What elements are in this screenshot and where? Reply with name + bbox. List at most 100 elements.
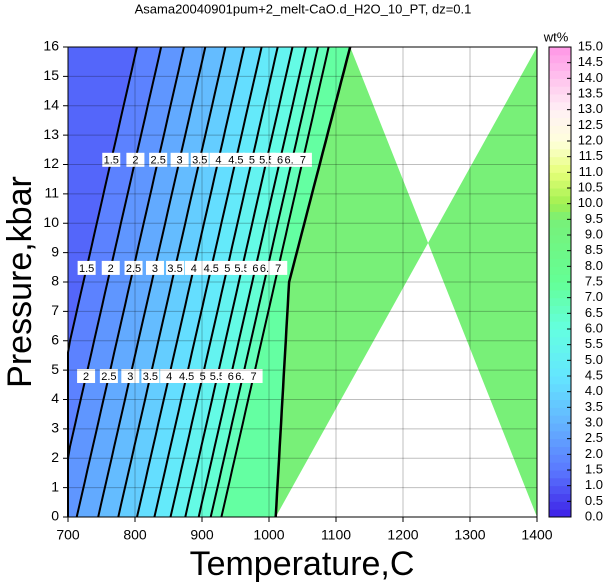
contour-label: 2.5 bbox=[126, 263, 141, 275]
colorbar-tick-label: 9.5 bbox=[585, 211, 603, 226]
colorbar-segment bbox=[549, 438, 571, 447]
colorbar-tick-label: 4.5 bbox=[585, 367, 603, 382]
colorbar-segment bbox=[549, 305, 571, 314]
colorbar-segment bbox=[549, 352, 571, 361]
contour-label: 4.5 bbox=[179, 371, 194, 383]
contour-label-bg bbox=[293, 152, 312, 167]
contour-label: 2 bbox=[132, 155, 138, 167]
contour-label-bg bbox=[218, 260, 237, 275]
contour-label: 7 bbox=[275, 263, 281, 275]
colorbar-segment bbox=[549, 415, 571, 424]
colorbar-segment bbox=[549, 407, 571, 416]
contour-label: 4.5 bbox=[204, 263, 219, 275]
contour-line bbox=[117, 46, 227, 518]
solidus-line bbox=[274, 46, 352, 518]
colorbar-segment bbox=[549, 125, 571, 134]
contour-label-bg bbox=[77, 260, 96, 275]
x-tick-label: 1300 bbox=[454, 527, 485, 543]
contour-label-bg bbox=[177, 369, 196, 383]
colorbar-tick-label: 3.5 bbox=[585, 399, 603, 414]
contour-label-bg bbox=[184, 260, 203, 275]
colorbar-segment bbox=[549, 423, 571, 432]
colorbar-segment bbox=[549, 227, 571, 236]
colorbar-segment bbox=[549, 344, 571, 353]
colorbar-segment bbox=[549, 368, 571, 377]
colorbar-tick-label: 5.5 bbox=[585, 336, 603, 351]
contour-label: 6 bbox=[277, 155, 283, 167]
x-tick-label: 1100 bbox=[321, 527, 351, 543]
y-tick-label: 0 bbox=[51, 508, 59, 524]
x-axis-label: Temperature,C bbox=[190, 545, 415, 583]
contour-label: 2.5 bbox=[151, 155, 166, 167]
contour-band bbox=[68, 47, 162, 517]
contour-label: 4.5 bbox=[228, 155, 243, 167]
colorbar-tick-label: 7.0 bbox=[585, 289, 603, 304]
contour-label: 7 bbox=[251, 371, 257, 383]
colorbar-segment bbox=[549, 195, 571, 205]
colorbar-segment bbox=[549, 219, 571, 228]
contour-label-bg bbox=[141, 369, 160, 383]
contour-line bbox=[209, 46, 319, 518]
colorbar-segment bbox=[549, 297, 571, 306]
colorbar-segment bbox=[549, 47, 571, 56]
colorbar-segment bbox=[549, 117, 571, 126]
y-tick-label: 1 bbox=[51, 478, 59, 494]
contour-label: 3.5 bbox=[192, 155, 207, 167]
x-tick-label: 800 bbox=[123, 527, 147, 543]
colorbar-segment bbox=[549, 164, 571, 173]
y-tick-label: 6 bbox=[51, 331, 59, 347]
contour-label-bg bbox=[121, 369, 140, 383]
contour-label-bg bbox=[101, 260, 120, 275]
colorbar-tick-label: 3.0 bbox=[585, 414, 603, 429]
colorbar-segment bbox=[549, 274, 571, 283]
y-tick-label: 4 bbox=[51, 390, 59, 406]
colorbar-segment bbox=[549, 391, 571, 400]
colorbar-segment bbox=[549, 54, 571, 64]
colorbar-tick-label: 12.5 bbox=[578, 117, 603, 132]
colorbar-tick-label: 2.5 bbox=[585, 430, 603, 445]
colorbar-segment bbox=[549, 313, 571, 322]
contour-band bbox=[221, 47, 351, 517]
colorbar-tick-label: 7.5 bbox=[585, 273, 603, 288]
colorbar-tick-label: 6.5 bbox=[585, 305, 603, 320]
contour-label: 3 bbox=[177, 155, 183, 167]
colorbar-segment bbox=[549, 477, 571, 487]
colorbar-segment bbox=[549, 78, 571, 87]
contour-label: 5.5 bbox=[259, 155, 274, 167]
contour-label: 5 bbox=[224, 263, 230, 275]
y-tick-label: 16 bbox=[43, 38, 59, 54]
colorbar-segment bbox=[549, 501, 571, 510]
contour-line bbox=[220, 46, 330, 518]
x-tick-label: 900 bbox=[190, 527, 214, 543]
contour-label-bg bbox=[149, 152, 168, 167]
contour-label-bg bbox=[77, 369, 96, 383]
colorbar-segment bbox=[549, 329, 571, 338]
y-tick-label: 10 bbox=[43, 214, 59, 230]
contour-label-bg bbox=[244, 369, 263, 383]
colorbar-segment bbox=[549, 141, 571, 150]
colorbar-tick-label: 15.0 bbox=[578, 38, 603, 53]
contour-label: 6 bbox=[228, 371, 234, 383]
colorbar-tick-label: 4.0 bbox=[585, 383, 603, 398]
contour-label-bg bbox=[99, 369, 118, 383]
y-tick-label: 12 bbox=[43, 155, 59, 171]
colorbar-tick-label: 14.0 bbox=[578, 70, 603, 85]
colorbar-tick-label: 10.5 bbox=[578, 179, 603, 194]
colorbar-segment bbox=[549, 446, 571, 455]
contour-label-bg bbox=[145, 260, 164, 275]
contour-label: 7 bbox=[300, 155, 306, 167]
contour-label-bg bbox=[226, 152, 245, 167]
contour-line bbox=[197, 46, 307, 518]
colorbar-segment bbox=[549, 242, 571, 252]
colorbar-tick-label: 9.0 bbox=[585, 226, 603, 241]
colorbar-segment bbox=[549, 235, 571, 244]
colorbar-segment bbox=[549, 509, 571, 518]
colorbar-tick-label: 1.5 bbox=[585, 461, 603, 476]
colorbar-segment bbox=[549, 282, 571, 291]
y-tick-label: 3 bbox=[51, 420, 59, 436]
colorbar-segment bbox=[549, 289, 571, 299]
contour-label: 5.5 bbox=[210, 371, 225, 383]
contour-label: 2 bbox=[83, 371, 89, 383]
